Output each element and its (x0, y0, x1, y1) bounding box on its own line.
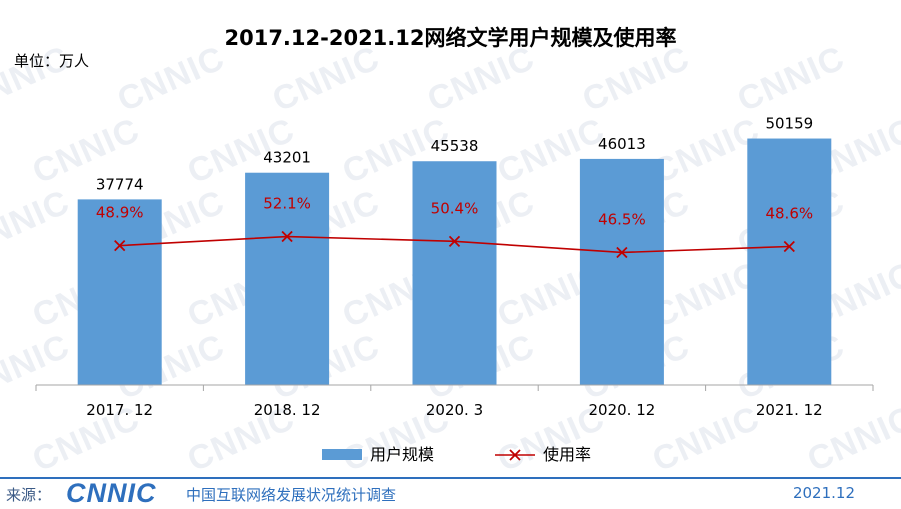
legend-bar-label: 用户规模 (370, 445, 434, 464)
usage-rate-marker (114, 239, 126, 252)
usage-rate-label: 52.1% (263, 195, 311, 213)
chart-title: 2017.12-2021.12网络文学用户规模及使用率 (224, 26, 677, 50)
usage-rate-marker (448, 235, 461, 247)
bar-5 (747, 138, 832, 385)
legend-line-marker (509, 449, 521, 461)
x-tick-label: 2018. 12 (254, 401, 321, 419)
footer-organization: 中国互联网络发展状况统计调查 (186, 486, 397, 504)
bar-value-label: 50159 (765, 115, 813, 133)
bar-value-label: 37774 (96, 175, 144, 193)
bar-value-label: 43201 (263, 149, 311, 167)
bar-4 (579, 158, 664, 385)
unit-label: 单位：万人 (14, 52, 90, 70)
usage-rate-label: 48.9% (96, 204, 144, 222)
x-tick-label: 2017. 12 (86, 401, 153, 419)
usage-rate-marker (783, 240, 795, 253)
x-tick-label: 2020. 12 (589, 401, 656, 419)
footer-divider (0, 477, 901, 479)
usage-rate-marker (281, 230, 293, 243)
usage-rate-label: 46.5% (598, 210, 646, 228)
x-tick-label: 2020. 3 (426, 401, 483, 419)
footer-source-label: 来源： (6, 486, 52, 504)
bar-value-label: 45538 (431, 137, 479, 155)
bar-1 (77, 199, 162, 385)
bar-3 (412, 161, 497, 385)
legend-line-label: 使用率 (543, 445, 591, 464)
usage-rate-label: 48.6% (765, 204, 813, 222)
x-tick-label: 2021. 12 (756, 401, 823, 419)
bar-2 (245, 172, 330, 385)
footer-date: 2021.12 (792, 484, 855, 502)
usage-rate-marker (616, 246, 628, 259)
usage-rate-label: 50.4% (431, 199, 479, 217)
legend-bar-swatch (322, 449, 362, 460)
bar-value-label: 46013 (598, 135, 646, 153)
cnnic-logo: CNNIC (66, 478, 157, 508)
